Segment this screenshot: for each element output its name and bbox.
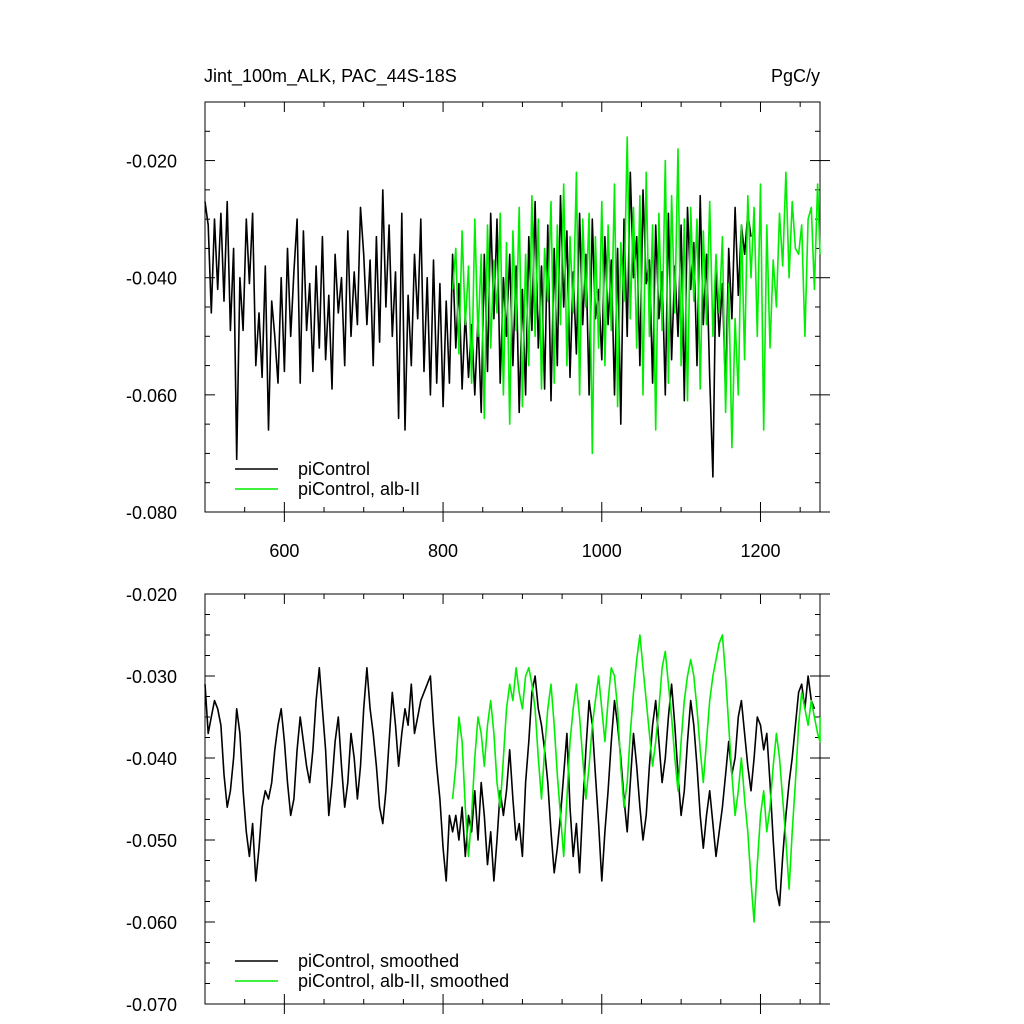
series-lines	[204, 634, 821, 923]
y-tick-label: -0.030	[126, 667, 177, 687]
x-tick-label: 1200	[740, 541, 780, 561]
series-line	[451, 634, 821, 923]
y-tick-label: -0.060	[126, 386, 177, 406]
units-label: PgC/y	[771, 66, 820, 86]
y-tick-label: -0.080	[126, 503, 177, 523]
legend-label: piControl, alb-II, smoothed	[298, 971, 509, 991]
y-tick-label: -0.050	[126, 831, 177, 851]
x-tick-label: 600	[269, 541, 299, 561]
series-line	[204, 666, 816, 907]
x-tick-label: 800	[428, 541, 458, 561]
y-tick-label: -0.070	[126, 995, 177, 1015]
axis-ticks	[204, 593, 830, 1014]
legend-label: piControl, smoothed	[298, 951, 459, 971]
bottom-panel: -0.070 -0.060 -0.050 -0.040 -0.030 -0.020 piC…	[126, 585, 830, 1015]
y-tick-label: -0.040	[126, 749, 177, 769]
top-panel: Jint_100m_ALK, PAC_44S-18S PgC/y 600 800 1…	[126, 66, 830, 561]
y-tick-labels: -0.070 -0.060 -0.050 -0.040 -0.030 -0.020	[126, 585, 177, 1015]
y-tick-label: -0.020	[126, 585, 177, 605]
series-line	[451, 136, 821, 455]
axis-ticks	[204, 101, 830, 522]
y-tick-label: -0.020	[126, 152, 177, 172]
legend-label: piControl	[298, 459, 370, 479]
series-lines	[204, 136, 821, 478]
y-tick-label: -0.060	[126, 913, 177, 933]
chart-title: Jint_100m_ALK, PAC_44S-18S	[204, 66, 457, 87]
y-tick-label: -0.040	[126, 269, 177, 289]
legend-label: piControl, alb-II	[298, 479, 420, 499]
y-tick-labels: -0.080 -0.060 -0.040 -0.020	[126, 152, 177, 523]
x-tick-label: 1000	[582, 541, 622, 561]
x-tick-labels: 600 800 1000 1200	[269, 541, 780, 561]
